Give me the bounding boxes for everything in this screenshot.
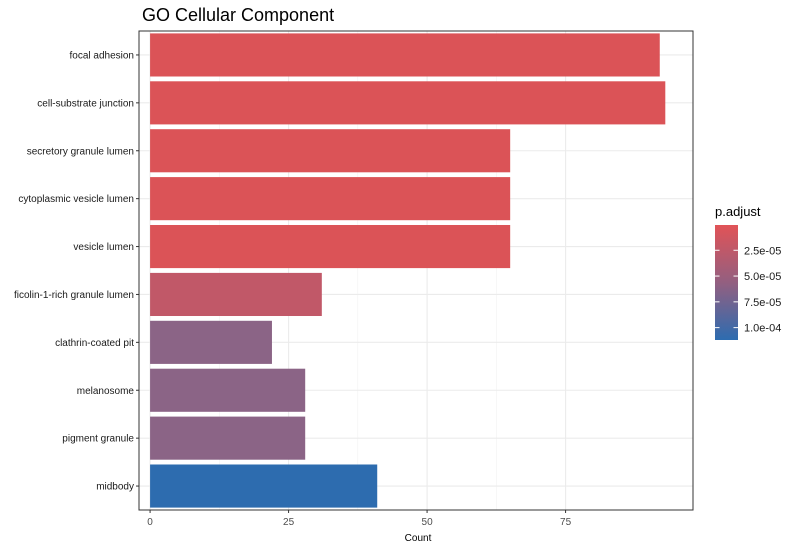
plot-panel — [138, 30, 694, 511]
y-tick-label: focal adhesion — [70, 50, 135, 61]
legend-label: 7.5e-05 — [744, 297, 781, 309]
x-axis: 0 25 50 75 — [147, 510, 572, 528]
legend: p.adjust 2.5e-05 5.0e-05 7.5e-05 1.0e-04 — [715, 204, 781, 340]
bar-ficolin-1-rich-granule-lumen — [150, 272, 322, 317]
y-axis: focal adhesion cell-substrate junction sec… — [14, 50, 139, 493]
legend-label: 1.0e-04 — [744, 323, 781, 335]
x-tick-label: 50 — [422, 517, 434, 528]
y-tick-label: midbody — [96, 482, 134, 493]
y-tick-label: secretory granule lumen — [27, 146, 134, 157]
bar-vesicle-lumen — [150, 224, 511, 269]
bar-melanosome — [150, 368, 306, 412]
legend-label: 5.0e-05 — [744, 271, 781, 283]
y-tick-label: cytoplasmic vesicle lumen — [18, 194, 134, 205]
y-tick-label: ficolin-1-rich granule lumen — [14, 290, 134, 301]
bar-cell-substrate-junction — [150, 81, 666, 125]
legend-label: 2.5e-05 — [744, 245, 781, 257]
y-tick-label: pigment granule — [62, 434, 134, 445]
bar-cytoplasmic-vesicle-lumen — [150, 177, 511, 221]
x-axis-title: Count — [405, 533, 432, 544]
y-tick-label: clathrin-coated pit — [55, 338, 134, 349]
bar-pigment-granule — [150, 416, 306, 460]
x-tick-label: 75 — [560, 517, 572, 528]
bar-midbody — [150, 464, 378, 508]
y-tick-label: melanosome — [77, 386, 135, 397]
y-tick-label: vesicle lumen — [73, 242, 134, 253]
legend-title: p.adjust — [715, 204, 761, 219]
panel-border — [138, 30, 694, 511]
legend-colorbar — [715, 225, 738, 340]
x-tick-label: 25 — [283, 517, 295, 528]
chart-title: GO Cellular Component — [142, 5, 334, 25]
x-tick-label: 0 — [147, 517, 153, 528]
bar-focal-adhesion — [150, 33, 660, 77]
bar-secretory-granule-lumen — [150, 129, 511, 173]
y-tick-label: cell-substrate junction — [37, 98, 134, 109]
bar-clathrin-coated-pit — [150, 320, 272, 364]
